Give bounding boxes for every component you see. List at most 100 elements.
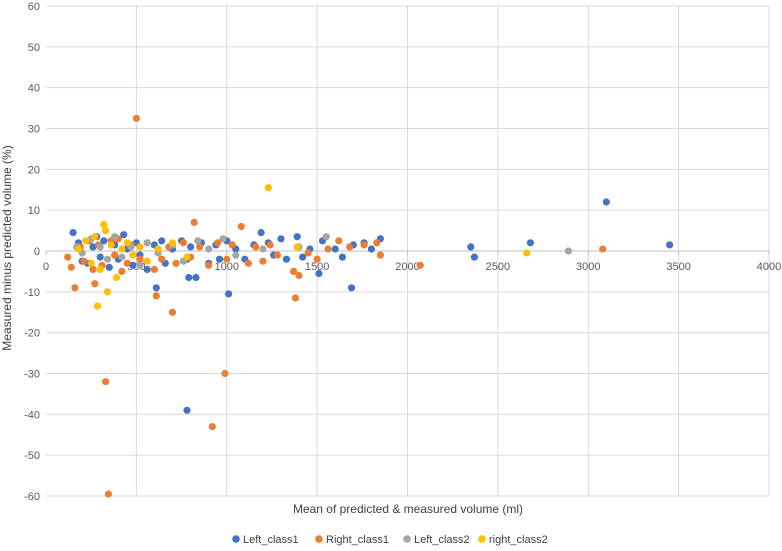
data-point (264, 184, 272, 192)
legend-item: right_class2 (478, 534, 548, 546)
x-axis-title: Mean of predicted & measured volume (ml) (293, 502, 523, 516)
data-point (168, 239, 177, 247)
series-Right_class1 (64, 114, 607, 498)
data-point (223, 255, 231, 263)
data-point (136, 261, 144, 269)
data-point (179, 239, 187, 247)
data-point (67, 263, 75, 271)
x-tick-label: 1500 (305, 261, 329, 273)
data-point (322, 233, 330, 241)
y-tick-label: 30 (28, 124, 40, 136)
data-point (219, 235, 227, 243)
y-tick-label: -30 (24, 369, 40, 381)
x-tick-label: 4000 (757, 261, 781, 273)
data-point (190, 218, 198, 226)
data-point (150, 265, 158, 273)
data-point (100, 237, 108, 245)
data-point (215, 255, 224, 263)
legend-label: right_class2 (489, 534, 548, 546)
gridlines (45, 5, 770, 497)
data-point (194, 237, 202, 245)
data-point (102, 227, 110, 235)
data-point (105, 263, 113, 271)
y-tick-label: 20 (28, 164, 40, 176)
data-point (102, 378, 110, 386)
data-point (87, 259, 95, 267)
data-points (64, 114, 674, 498)
data-point (103, 255, 112, 263)
legend-label: Left_class2 (414, 534, 470, 546)
x-tick-labels: 0 500 1000 1500 2000 2500 3000 3500 4000 (43, 261, 781, 273)
y-tick-label: -50 (24, 450, 40, 462)
y-tick-label: -40 (24, 409, 40, 421)
data-point (257, 229, 265, 237)
data-point (111, 233, 119, 241)
data-point (373, 239, 381, 247)
data-point (96, 243, 104, 251)
data-point (526, 239, 535, 247)
y-tick-label: -20 (24, 328, 40, 340)
data-point (89, 243, 97, 251)
data-point (123, 259, 131, 267)
data-point (331, 245, 339, 253)
data-point (80, 257, 88, 265)
y-tick-label: 0 (34, 246, 40, 258)
data-point (273, 251, 281, 259)
legend: Left_class1 Right_class1 Left_class2 right_… (232, 534, 548, 546)
data-point (282, 255, 290, 263)
data-point (158, 237, 166, 245)
data-point (293, 233, 301, 241)
data-point (154, 245, 162, 253)
data-point (152, 292, 160, 300)
data-point (132, 114, 140, 122)
legend-item: Left_class1 (232, 534, 299, 546)
data-point (104, 490, 112, 498)
data-point (143, 265, 151, 273)
data-point (64, 253, 72, 261)
y-tick-label: 40 (28, 83, 40, 95)
data-point (313, 255, 321, 263)
data-point (118, 245, 126, 253)
data-point (120, 231, 128, 239)
data-point (136, 255, 144, 263)
data-point (208, 423, 216, 431)
data-point (118, 253, 126, 261)
data-point (295, 271, 303, 280)
data-point (467, 243, 475, 251)
data-point (599, 245, 607, 253)
data-point (293, 243, 301, 251)
data-point (360, 241, 368, 249)
data-point (118, 267, 126, 275)
data-point (237, 222, 245, 231)
y-axis-title: Measured minus predicted volume (%) (0, 145, 14, 350)
x-tick-label: 2000 (395, 261, 419, 273)
x-tick-label: 3500 (666, 261, 690, 273)
legend-label: Right_class1 (326, 534, 389, 546)
data-point (347, 284, 356, 292)
y-tick-label: -10 (24, 287, 40, 299)
data-point (228, 241, 236, 249)
data-point (214, 239, 222, 247)
data-point (136, 243, 144, 251)
data-point (100, 220, 108, 229)
data-point (91, 233, 99, 241)
data-point (129, 261, 137, 269)
data-point (69, 229, 77, 237)
data-point (96, 265, 104, 273)
data-point (304, 249, 312, 257)
data-point (82, 237, 90, 245)
y-tick-labels: 60 50 40 30 20 10 0 -10 -20 -30 -40 -50 -60 (24, 1, 40, 503)
legend-marker (403, 535, 411, 543)
data-point (291, 294, 299, 302)
data-point (376, 251, 384, 259)
data-point (259, 245, 267, 253)
legend-marker (315, 535, 323, 543)
data-point (96, 253, 104, 261)
data-point (112, 273, 121, 282)
data-point (187, 243, 195, 251)
data-point (93, 302, 102, 310)
data-point (470, 253, 478, 261)
data-point (74, 245, 83, 253)
data-point (143, 257, 151, 265)
